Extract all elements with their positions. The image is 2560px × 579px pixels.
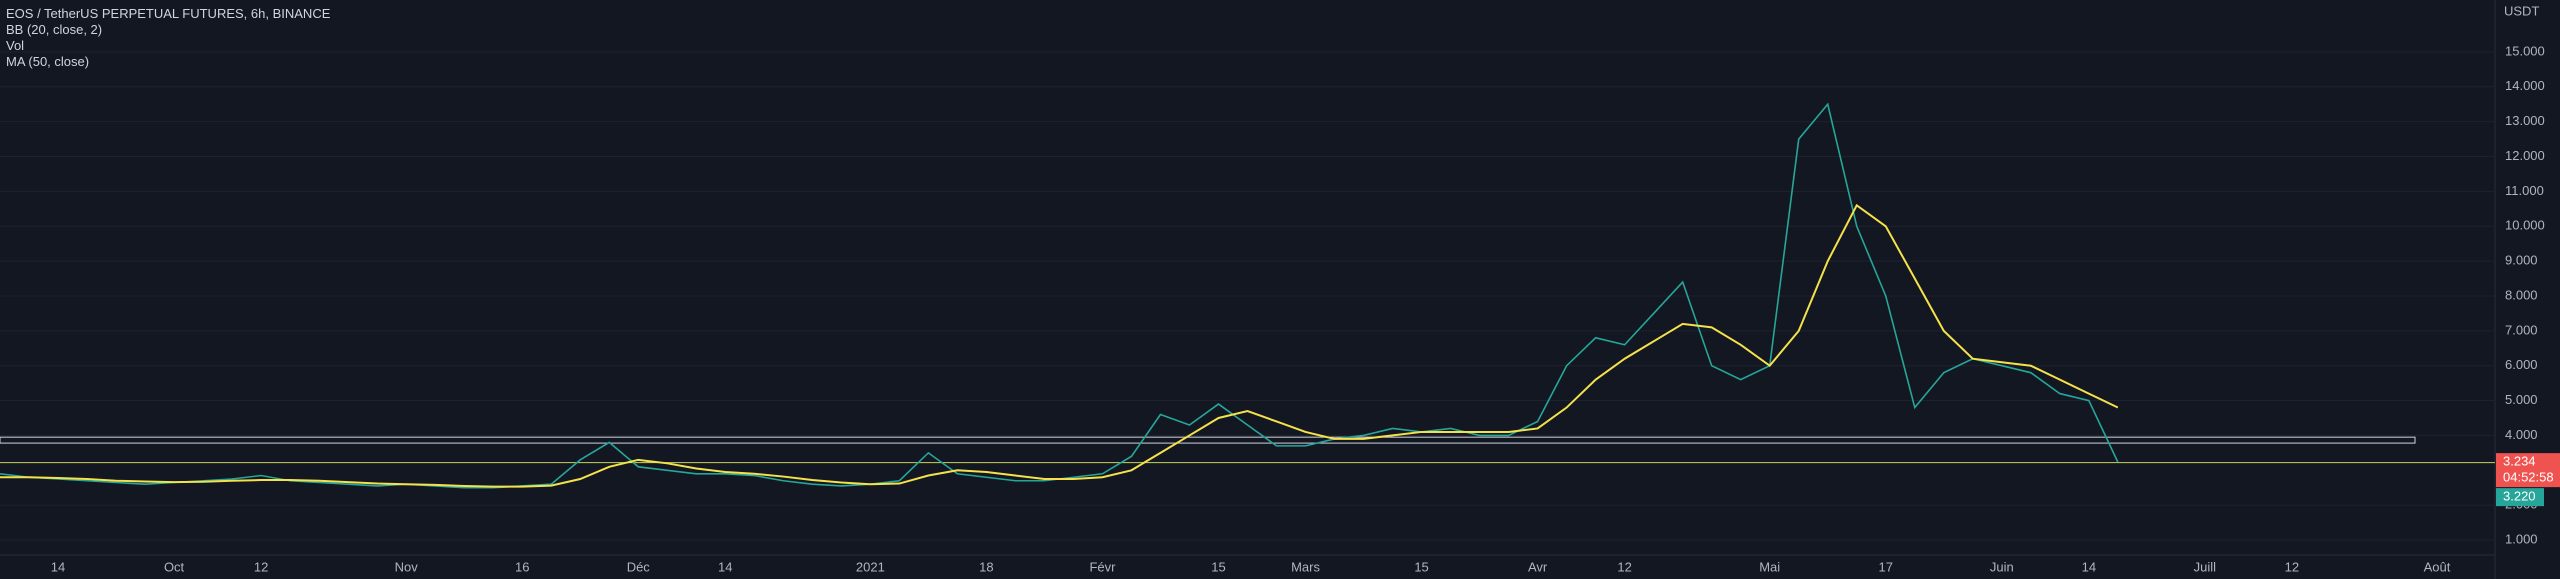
y-tick-label: 14.000 xyxy=(2505,78,2545,93)
series-line xyxy=(0,203,2119,488)
x-tick-label: Nov xyxy=(395,559,419,574)
x-tick-label: Juill xyxy=(2194,559,2217,574)
x-tick-label: 17 xyxy=(1879,559,1893,574)
legend: EOS / TetherUS PERPETUAL FUTURES, 6h, BI… xyxy=(6,6,330,70)
x-tick-label: 2021 xyxy=(856,559,885,574)
x-tick-label: 14 xyxy=(51,559,65,574)
x-tick-label: 12 xyxy=(2285,559,2299,574)
x-tick-label: 14 xyxy=(2082,559,2096,574)
x-tick-label: 15 xyxy=(1211,559,1225,574)
x-tick-label: Déc xyxy=(627,559,651,574)
legend-entry: MA (50, close) xyxy=(6,54,90,69)
y-unit: USDT xyxy=(2504,3,2539,18)
countdown-label: 04:52:58 xyxy=(2503,470,2554,485)
x-tick-label: 16 xyxy=(515,559,529,574)
last-price-box xyxy=(2496,453,2560,488)
indicator-label: Vol xyxy=(6,38,25,53)
x-tick-label: 12 xyxy=(254,559,268,574)
x-tick-label: 14 xyxy=(718,559,732,574)
y-tick-label: 4.000 xyxy=(2505,427,2538,442)
x-tick-label: Avr xyxy=(1528,559,1548,574)
x-tick-label: 12 xyxy=(1617,559,1631,574)
y-tick-label: 6.000 xyxy=(2505,357,2538,372)
x-tick-label: Févr xyxy=(1089,559,1116,574)
y-tick-label: 11.000 xyxy=(2505,183,2544,198)
grid xyxy=(0,51,2495,541)
y-tick-label: 1.000 xyxy=(2505,531,2538,546)
indicator-label: BB (20, close, 2) xyxy=(6,22,103,37)
y-tick-label: 5.000 xyxy=(2505,392,2538,407)
zone xyxy=(0,436,2416,444)
y-tick-label: 12.000 xyxy=(2505,148,2545,163)
x-tick-label: Juin xyxy=(1990,559,2014,574)
level-box xyxy=(2496,488,2544,507)
y-tick-label: 15.000 xyxy=(2505,43,2545,58)
chart-title: EOS / TetherUS PERPETUAL FUTURES, 6h, BI… xyxy=(6,6,331,21)
level-label: 3.220 xyxy=(2503,489,2536,504)
y-tick-label: 7.000 xyxy=(2505,322,2538,337)
y-tick-label: 13.000 xyxy=(2505,113,2545,128)
x-tick-label: Oct xyxy=(164,559,185,574)
x-tick-label: 18 xyxy=(979,559,993,574)
y-tick-label: 9.000 xyxy=(2505,253,2538,268)
x-tick-label: Mars xyxy=(1291,559,1320,574)
x-tick-label: Août xyxy=(2424,559,2451,574)
x-tick-label: Mai xyxy=(1759,559,1780,574)
y-tick-label: 8.000 xyxy=(2505,287,2538,302)
last-price-label: 3.234 xyxy=(2503,454,2536,469)
x-tick-label: 15 xyxy=(1414,559,1428,574)
y-tick-label: 10.000 xyxy=(2505,218,2545,233)
